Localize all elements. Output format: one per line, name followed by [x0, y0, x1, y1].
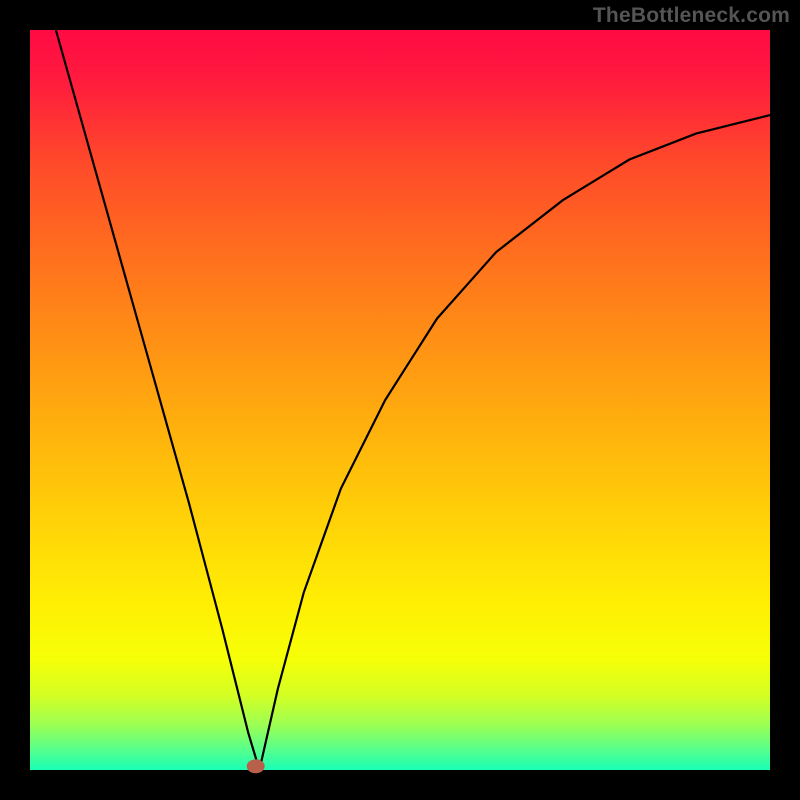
bottleneck-chart [0, 0, 800, 800]
minimum-marker [247, 759, 265, 773]
watermark-text: TheBottleneck.com [593, 4, 790, 28]
plot-background [30, 30, 770, 770]
chart-container: TheBottleneck.com [0, 0, 800, 800]
